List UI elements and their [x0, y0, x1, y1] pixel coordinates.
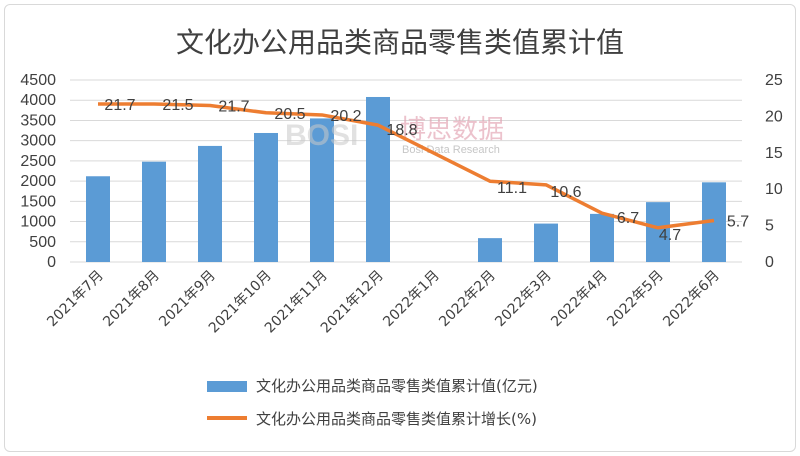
y-left-tick-label: 2500: [20, 153, 56, 170]
bar: [478, 238, 502, 262]
grid-lines: [70, 79, 742, 263]
x-tick-label: 2022年1月: [380, 268, 443, 331]
bar: [310, 118, 334, 262]
line-data-label: 5.7: [727, 214, 749, 231]
y-left-tick-label: 1500: [20, 193, 56, 210]
line-series: [98, 102, 715, 230]
line-data-label: 21.7: [104, 97, 135, 114]
y-left-tick-label: 2000: [20, 173, 56, 190]
legend: 文化办公用品类商品零售类值累计值(亿元) 文化办公用品类商品零售类值累计增长(%…: [207, 377, 538, 428]
chart-title: 文化办公用品类商品零售类值累计值: [176, 26, 624, 59]
line-data-label: 10.6: [550, 184, 581, 201]
bar: [254, 132, 278, 262]
y-right-tick-label: 5: [765, 218, 774, 235]
line-data-label: 21.7: [218, 98, 249, 115]
x-tick-label: 2022年5月: [604, 268, 667, 331]
legend-label-line: 文化办公用品类商品零售类值累计增长(%): [256, 410, 537, 428]
bar: [142, 161, 166, 262]
y-left-tick-label: 500: [29, 234, 56, 251]
line-data-label: 6.7: [617, 210, 639, 227]
line-data-label: 21.5: [162, 97, 193, 114]
y-left-tick-label: 3500: [20, 112, 56, 129]
watermark-logo: BOSI: [285, 119, 358, 152]
legend-item-line: 文化办公用品类商品零售类值累计增长(%): [207, 410, 537, 428]
bar: [534, 223, 558, 262]
bar: [590, 213, 614, 262]
y-right-tick-label: 15: [765, 145, 783, 162]
growth-line: [98, 102, 715, 230]
bar: [198, 145, 222, 262]
legend-item-bar: 文化办公用品类商品零售类值累计值(亿元): [207, 377, 538, 395]
legend-label-bar: 文化办公用品类商品零售类值累计值(亿元): [256, 377, 538, 395]
left-axis-ticks: 0 500 1000 1500 2000 2500 3000 3500 4000 4500: [20, 72, 56, 271]
x-tick-label: 2022年6月: [660, 268, 723, 331]
y-right-tick-label: 20: [765, 108, 783, 125]
bar: [86, 176, 110, 262]
line-data-label: 20.5: [274, 106, 305, 123]
watermark-en: Bosi Data Research: [402, 144, 500, 156]
y-left-tick-label: 4500: [20, 72, 56, 89]
x-tick-label: 2021年7月: [44, 268, 107, 331]
legend-swatch-bar: [207, 381, 247, 392]
y-right-tick-label: 25: [765, 72, 783, 89]
y-left-tick-label: 0: [47, 254, 56, 271]
x-tick-label: 2022年3月: [492, 268, 555, 331]
line-data-label: 20.2: [330, 108, 361, 125]
line-data-label: 18.8: [386, 122, 417, 139]
x-tick-label: 2022年2月: [436, 268, 499, 331]
y-left-tick-label: 3000: [20, 133, 56, 150]
line-data-label: 11.1: [497, 180, 527, 197]
watermark: BOSI 博思数据 Bosi Data Research: [285, 115, 504, 156]
y-right-tick-label: 10: [765, 181, 783, 198]
line-data-label: 4.7: [659, 227, 681, 244]
y-right-tick-label: 0: [765, 254, 774, 271]
y-left-tick-label: 1000: [20, 214, 56, 231]
y-left-tick-label: 4000: [20, 92, 56, 109]
line-data-labels: 21.7 21.5 21.7 20.5 20.2 18.8 11.1 10.6 6.7 4.7 5.…: [104, 97, 749, 244]
watermark-cn: 博思数据: [400, 115, 504, 145]
x-tick-label: 2021年8月: [100, 268, 163, 331]
bar: [646, 202, 670, 262]
x-tick-label: 2022年4月: [548, 268, 611, 331]
x-axis-ticks: 2021年7月2021年8月2021年9月2021年10月2021年11月202…: [44, 268, 723, 337]
right-axis-ticks: 0 5 10 15 20 25: [765, 72, 783, 271]
